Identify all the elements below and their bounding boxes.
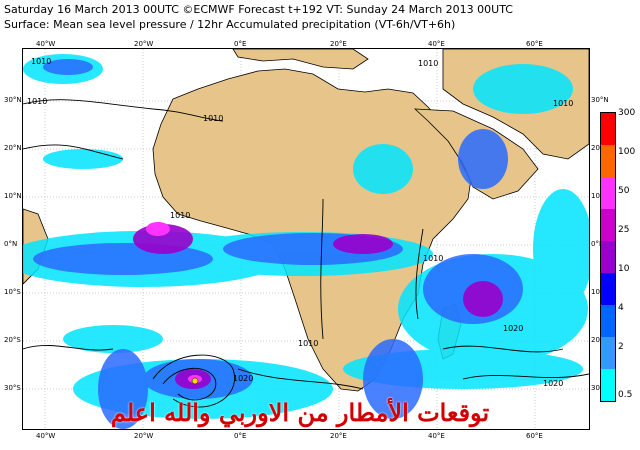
map-canvas	[23, 49, 589, 429]
legend-color-box	[601, 273, 615, 305]
lon-label-bottom: 20°E	[330, 432, 347, 440]
isobar-label: 1010	[418, 59, 439, 68]
lat-label-right: 10°N	[591, 192, 609, 200]
legend-color-box	[601, 145, 615, 177]
isobar-label: 1010	[31, 57, 52, 66]
forecast-title-line2: Surface: Mean sea level pressure / 12hr …	[4, 18, 456, 31]
isobars	[23, 99, 589, 408]
legend-color-box	[601, 177, 615, 209]
isobar-label: 1010	[423, 254, 444, 263]
map-panel: 1010 1010 1010 1010 1010 1010 1010 1020 …	[22, 48, 590, 430]
legend-label: 300	[618, 108, 636, 118]
lon-label-bottom: 40°W	[36, 432, 56, 440]
lon-label-bottom: 20°W	[134, 432, 154, 440]
lon-label-bottom: 40°E	[428, 432, 445, 440]
lon-label-top: 60°E	[526, 40, 543, 48]
forecast-title-line1: Saturday 16 March 2013 00UTC ©ECMWF Fore…	[4, 3, 513, 16]
legend-color-box	[601, 209, 615, 241]
lat-label-right: 30°S	[591, 384, 608, 392]
legend-label: 0.5	[618, 390, 633, 400]
lon-label-bottom: 60°E	[526, 432, 543, 440]
precip-color-legend	[600, 112, 616, 402]
lat-label-left: 20°N	[4, 144, 22, 152]
lat-label-right: 10°S	[591, 288, 608, 296]
lon-label-bottom: 0°E	[234, 432, 247, 440]
isobar-label: 1020	[503, 324, 524, 333]
isobar-label: 1010	[553, 99, 574, 108]
europe-landmass	[232, 49, 369, 70]
legend-color-box	[601, 305, 615, 337]
legend-label: 50	[618, 186, 630, 196]
lat-label-left: 20°S	[4, 336, 21, 344]
isobar-label: 1010	[170, 211, 191, 220]
lat-label-right: 20°N	[591, 144, 609, 152]
lat-label-left: 10°N	[4, 192, 22, 200]
lon-label-top: 20°W	[134, 40, 154, 48]
lon-label-top: 20°E	[330, 40, 347, 48]
lon-label-top: 0°E	[234, 40, 247, 48]
lat-label-right: 0°N	[591, 240, 605, 248]
lat-label-right: 20°S	[591, 336, 608, 344]
isobar-label: 1010	[298, 339, 319, 348]
legend-color-box	[601, 113, 615, 145]
legend-color-box	[601, 241, 615, 273]
legend-label: 25	[618, 225, 630, 235]
isobar-label: 1020	[233, 374, 254, 383]
lat-label-left: 30°S	[4, 384, 21, 392]
legend-color-box	[601, 369, 615, 401]
lat-label-left: 30°N	[4, 96, 22, 104]
lon-label-top: 40°W	[36, 40, 56, 48]
isobar-label: 1010	[203, 114, 224, 123]
legend-label: 4	[618, 303, 624, 313]
lon-label-top: 40°E	[428, 40, 445, 48]
lat-label-left: 10°S	[4, 288, 21, 296]
arabic-overlay-caption: توقعات الأمطار من الاوربي والله اعلم	[110, 398, 490, 427]
legend-color-box	[601, 337, 615, 369]
legend-label: 100	[618, 147, 636, 157]
lat-label-right: 30°N	[591, 96, 609, 104]
isobar-label: 1020	[543, 379, 564, 388]
precip-very-heavy	[146, 222, 202, 383]
isobar-label: 1010	[27, 97, 48, 106]
cyclone-marker	[191, 377, 199, 385]
lat-label-left: 0°N	[4, 240, 18, 248]
legend-label: 10	[618, 264, 630, 274]
legend-label: 2	[618, 342, 624, 352]
